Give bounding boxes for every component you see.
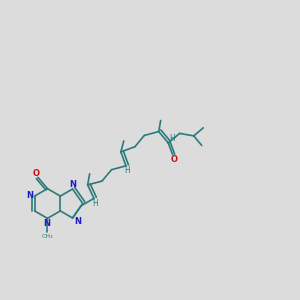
Text: CH₃: CH₃ xyxy=(42,234,53,239)
Text: H: H xyxy=(169,134,175,143)
Text: H: H xyxy=(92,199,98,208)
Text: N: N xyxy=(44,219,51,228)
Text: O: O xyxy=(171,155,178,164)
Text: N: N xyxy=(74,217,81,226)
Text: O: O xyxy=(33,169,40,178)
Text: H: H xyxy=(124,166,130,175)
Text: N: N xyxy=(70,180,76,189)
Text: N: N xyxy=(26,191,33,200)
